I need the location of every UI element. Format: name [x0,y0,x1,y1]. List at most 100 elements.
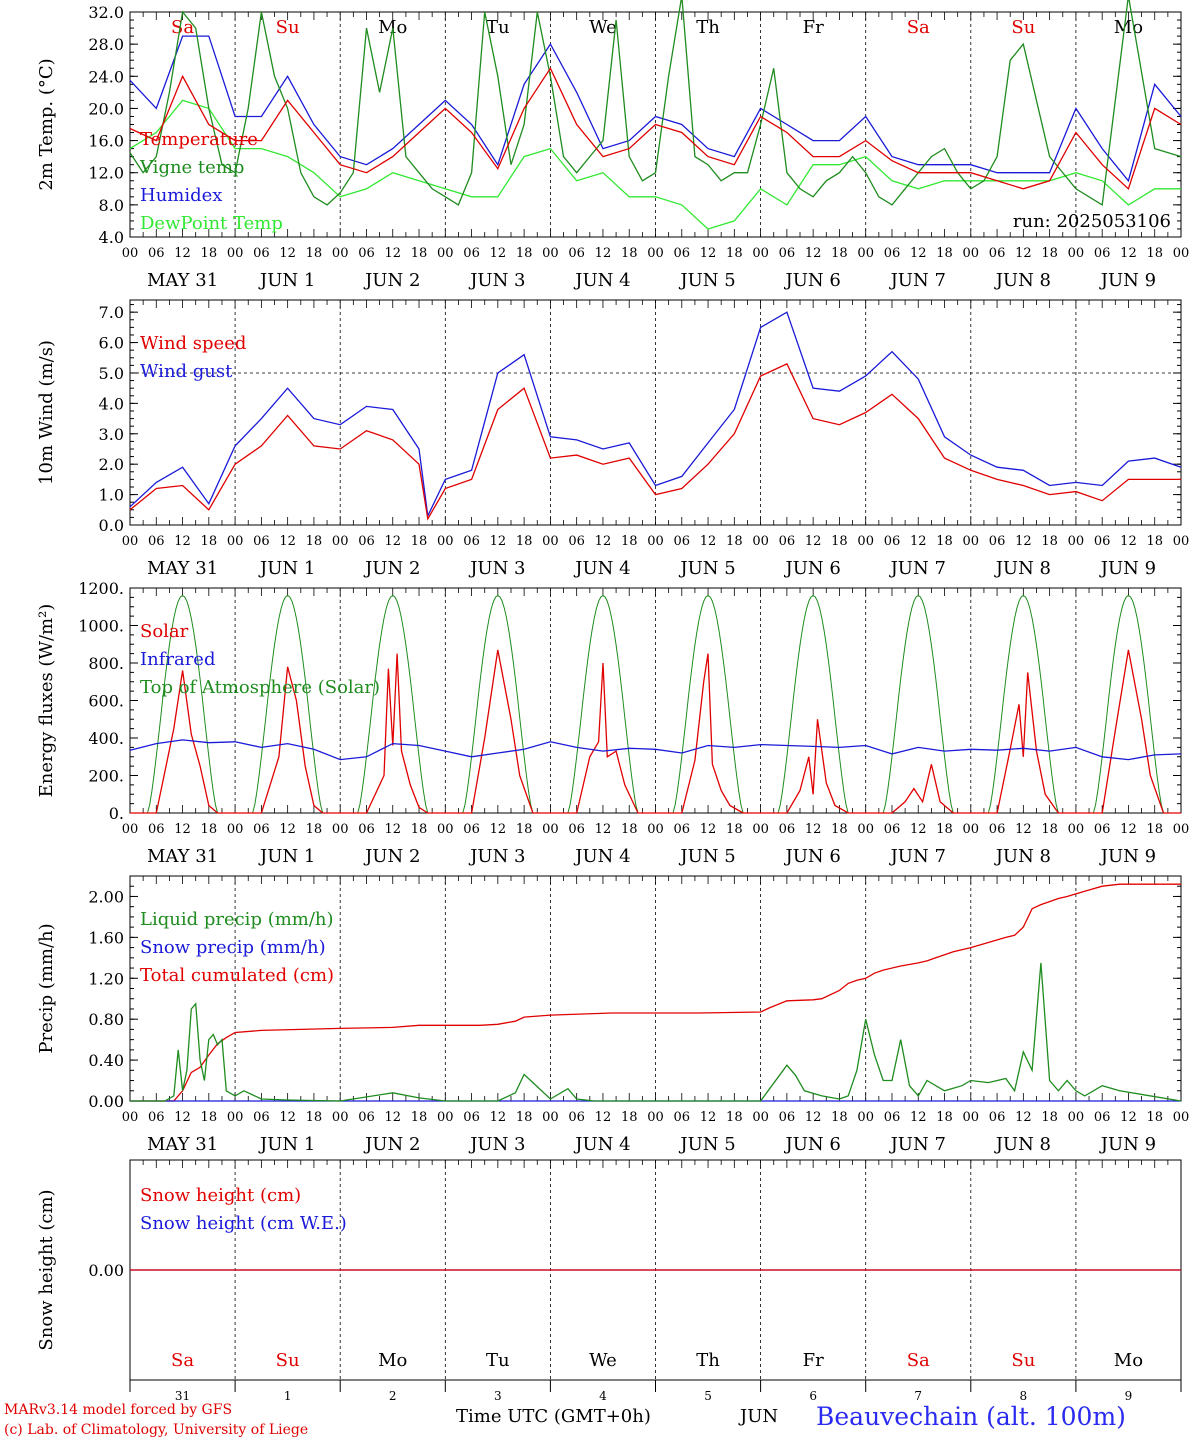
y-tick-label: 0.00 [88,1261,124,1280]
hour-label: 06 [253,822,270,837]
hour-label: 12 [384,1110,401,1125]
hour-label: 00 [332,246,349,261]
hour-label: 12 [700,534,717,549]
hour-label: 12 [279,246,296,261]
day-number: 3 [494,1389,502,1403]
hour-label: 12 [700,246,717,261]
hour-label: 18 [516,246,533,261]
date-label: JUN 3 [468,846,525,867]
weekday-label: Su [276,17,300,38]
date-label: JUN 3 [468,1134,525,1155]
hour-label: 06 [989,246,1006,261]
legend-top-of-atmosphere-solar-: Top of Atmosphere (Solar) [140,677,380,698]
hour-label: 06 [779,1110,796,1125]
hour-label: 18 [306,534,323,549]
hour-label: 06 [989,1110,1006,1125]
hour-label: 06 [358,822,375,837]
legend-vigne-temp: Vigne temp [139,157,244,178]
month-label: JUN [740,1406,779,1427]
hour-label: 06 [568,246,585,261]
hour-label: 00 [227,246,244,261]
hour-label: 18 [306,822,323,837]
hour-label: 06 [148,822,165,837]
hour-label: 06 [1094,822,1111,837]
date-label: JUN 6 [783,1134,840,1155]
hour-label: 00 [542,534,559,549]
y-axis-label: Snow height (cm) [36,1189,57,1350]
date-label: JUN 2 [363,558,420,579]
y-tick-label: 32.0 [88,3,124,22]
hour-label: 00 [1173,534,1190,549]
hour-label: 06 [253,1110,270,1125]
hour-label: 06 [148,246,165,261]
weekday-label: Fr [803,1350,824,1371]
hour-label: 06 [358,246,375,261]
date-label: JUN 8 [994,558,1051,579]
time-axis-label: Time UTC (GMT+0h) [456,1406,651,1427]
panel-precip: 0.00 0.40 0.80 1.20 1.60 2.00 Precip (mm/h) 00 0… [36,875,1189,1155]
day-number: 5 [704,1389,712,1403]
run-annotation: run: 2025053106 [1013,211,1171,232]
date-label: JUN 6 [783,558,840,579]
hour-label: 00 [963,534,980,549]
legend-infrared: Infrared [140,649,215,670]
hour-label: 06 [674,246,691,261]
hour-label: 18 [306,246,323,261]
y-tick-label: 16.0 [88,132,124,151]
hour-label: 06 [884,822,901,837]
series-total-cumulated-cm- [130,883,1181,1102]
day-number: 8 [1020,1389,1028,1403]
legend-snow-height-cm-w-e-: Snow height (cm W.E.) [140,1213,347,1234]
hour-label: 18 [726,246,743,261]
hour-label: 18 [201,1110,218,1125]
date-label: JUN 4 [573,270,630,291]
hour-label: 06 [1094,534,1111,549]
hour-label: 06 [884,1110,901,1125]
hour-label: 00 [963,246,980,261]
date-label: JUN 9 [1099,558,1156,579]
panel-snow: 0.00 Snow height (cm) Sa 31 Su 1 Mo 2 Tu 3 We 4 Th 5 F… [36,1159,1182,1403]
day-number: 1 [284,1389,292,1403]
weekday-label: Sa [907,1350,930,1371]
y-tick-label: 0.80 [88,1010,124,1029]
hour-label: 18 [936,534,953,549]
hour-label: 00 [1068,822,1085,837]
y-tick-label: 0.00 [88,1092,124,1111]
y-tick-label: 20.0 [88,99,124,118]
legend-solar: Solar [140,621,189,642]
hour-label: 06 [253,534,270,549]
hour-label: 00 [1068,534,1085,549]
hour-label: 00 [227,1110,244,1125]
hour-label: 12 [490,534,507,549]
hour-label: 00 [647,822,664,837]
hour-label: 00 [332,534,349,549]
y-tick-label: 600. [88,692,124,711]
date-label: JUN 6 [783,270,840,291]
date-label: JUN 9 [1099,1134,1156,1155]
y-tick-label: 200. [88,767,124,786]
hour-label: 12 [910,534,927,549]
y-tick-label: 7.0 [99,303,124,322]
hour-label: 00 [1173,822,1190,837]
y-tick-label: 1.0 [99,486,124,505]
hour-label: 00 [227,534,244,549]
y-tick-label: 12.0 [88,164,124,183]
hour-label: 00 [227,822,244,837]
legend-wind-speed: Wind speed [140,333,246,354]
weekday-label: Su [276,1350,300,1371]
date-label: JUN 7 [889,558,946,579]
weekday-label: Th [696,17,720,38]
day-number: 9 [1125,1389,1133,1403]
hour-label: 06 [884,246,901,261]
date-label: JUN 5 [678,1134,735,1155]
hour-label: 18 [1041,822,1058,837]
y-tick-label: 3.0 [99,425,124,444]
hour-label: 18 [1146,246,1163,261]
series-humidex [129,35,1182,183]
date-label: JUN 3 [468,270,525,291]
date-label: JUN 4 [573,558,630,579]
hour-label: 00 [752,822,769,837]
hour-label: 12 [1015,534,1032,549]
date-label: JUN 7 [889,270,946,291]
weekday-label: Mo [378,17,407,38]
